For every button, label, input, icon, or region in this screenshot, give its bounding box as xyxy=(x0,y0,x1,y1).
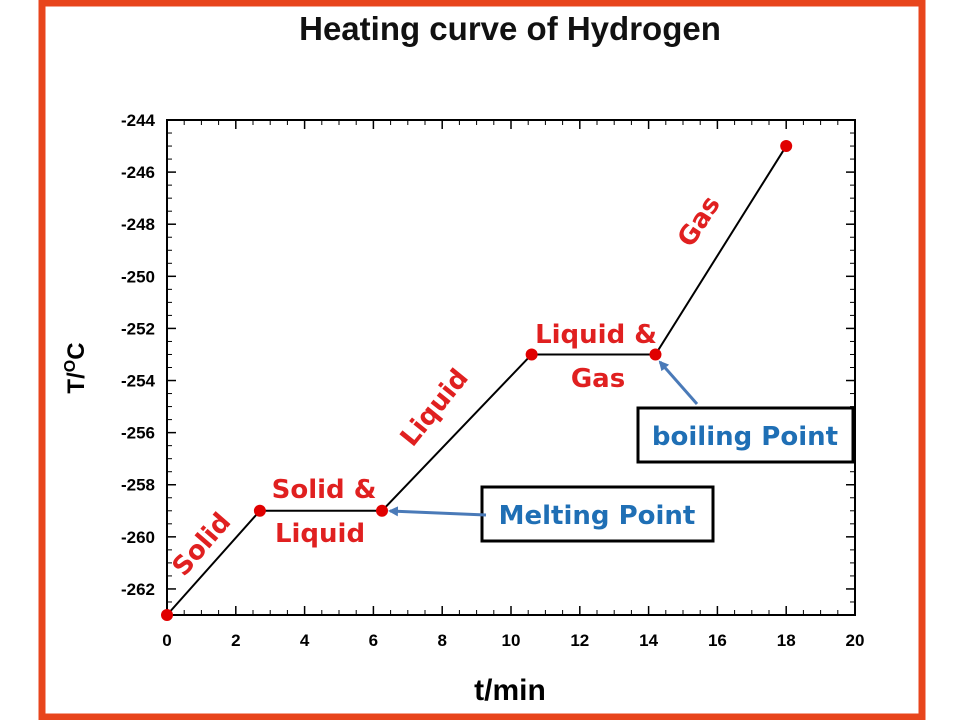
x-axis-label: t/min xyxy=(474,674,546,707)
annotation-liquid-gas-line2: Gas xyxy=(571,364,625,394)
data-points xyxy=(161,140,793,621)
y-tick-label: -246 xyxy=(121,163,155,182)
annotation-liquid: Liquid xyxy=(395,364,475,453)
x-tick-label: 8 xyxy=(437,631,446,650)
data-point xyxy=(525,348,538,361)
annotation-solid: Solid xyxy=(167,507,238,582)
y-axis-label: T/OC xyxy=(62,342,90,393)
y-tick-label: -254 xyxy=(121,372,156,391)
chart-title: Heating curve of Hydrogen xyxy=(299,10,721,47)
x-tick-label: 14 xyxy=(639,631,658,650)
data-point xyxy=(649,348,662,361)
series-line xyxy=(166,145,788,616)
y-tick-label: -244 xyxy=(121,111,156,130)
data-point xyxy=(253,504,266,517)
y-axis-label-main: T/ xyxy=(63,372,90,394)
boiling-point-arrow xyxy=(658,360,699,405)
melting-point-label: Melting Point xyxy=(499,501,696,531)
y-axis-label-superscript: O xyxy=(62,360,79,372)
x-tick-label: 0 xyxy=(162,631,171,650)
melting-point-arrow xyxy=(388,506,487,517)
axis-ticks xyxy=(166,119,856,616)
boiling-point-box xyxy=(636,406,855,464)
x-tick-labels: 0 2 4 6 8 10 12 14 16 18 20 xyxy=(162,631,864,650)
y-tick-label: -250 xyxy=(121,267,155,286)
y-tick-label: -260 xyxy=(121,528,155,547)
data-point xyxy=(161,609,173,621)
annotation-gas: Gas xyxy=(672,191,727,253)
y-tick-label: -256 xyxy=(121,424,155,443)
annotation-solid-liquid-line2: Liquid xyxy=(275,519,365,549)
y-tick-labels: -244 -246 -248 -250 -252 -254 -256 -258 -260 -262 xyxy=(121,111,156,599)
y-tick-label: -252 xyxy=(121,319,155,338)
x-tick-label: 6 xyxy=(369,631,378,650)
x-tick-label: 4 xyxy=(300,631,310,650)
x-tick-label: 18 xyxy=(777,631,796,650)
data-point xyxy=(780,140,793,153)
annotation-solid-liquid-line1: Solid & xyxy=(272,475,377,505)
y-tick-label: -262 xyxy=(121,580,155,599)
annotation-liquid-gas-line1: Liquid & xyxy=(535,320,657,350)
x-tick-label: 2 xyxy=(231,631,240,650)
outer-border xyxy=(38,0,926,720)
y-tick-label: -258 xyxy=(121,476,155,495)
x-tick-label: 20 xyxy=(846,631,865,650)
y-axis-label-unit: C xyxy=(63,342,90,359)
x-tick-label: 12 xyxy=(570,631,589,650)
x-tick-label: 10 xyxy=(502,631,521,650)
data-point xyxy=(376,504,388,517)
boiling-point-label: boiling Point xyxy=(652,422,838,452)
y-tick-label: -248 xyxy=(121,215,155,234)
x-tick-label: 16 xyxy=(708,631,727,650)
